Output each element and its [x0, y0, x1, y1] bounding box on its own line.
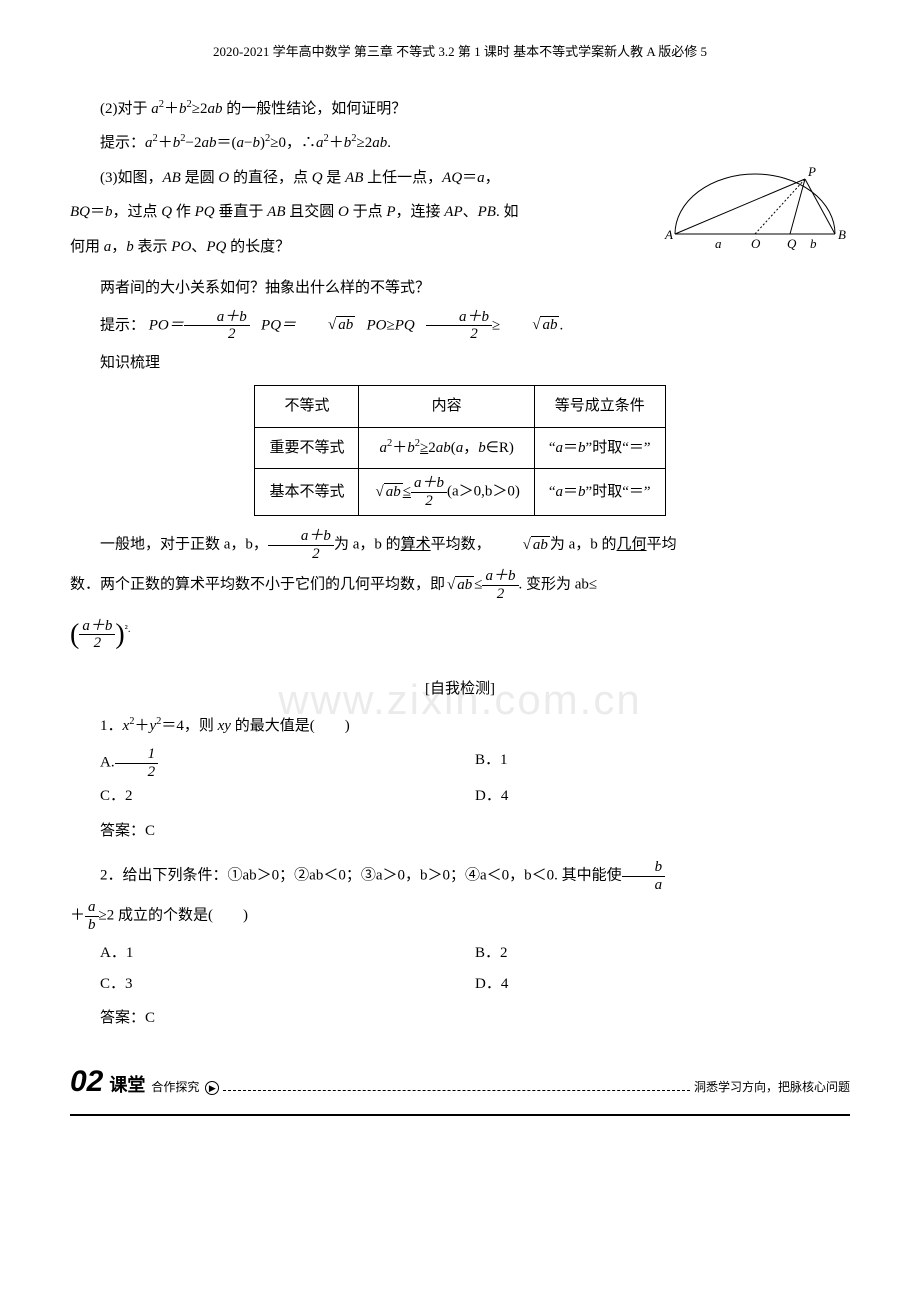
q3-hint: 提示： PO＝a＋b2 PQ＝ab PO≥PQ a＋b2≥ab.	[70, 309, 850, 343]
diagram-label-b: b	[810, 236, 817, 251]
selfcheck-title: [自我检测]	[70, 675, 850, 704]
table-cell: “a＝b”时取“＝”	[534, 427, 665, 469]
q1-options-row1: A.12 B．1	[70, 746, 850, 780]
semicircle-diagram: P A B O Q a b	[660, 164, 850, 265]
page-header: 2020-2021 学年高中数学 第三章 不等式 3.2 第 1 课时 基本不等…	[70, 40, 850, 65]
footer-number: 02	[70, 1053, 103, 1110]
table-cell: ab≤a＋b2(a＞0,b＞0)	[359, 469, 534, 516]
diagram-label-o: O	[751, 236, 761, 251]
diagram-label-a: a	[715, 236, 722, 251]
table-cell: a2＋b2≥2ab(a，b∈R)	[359, 427, 534, 469]
knowledge-table: 不等式 内容 等号成立条件 重要不等式 a2＋b2≥2ab(a，b∈R) “a＝…	[254, 385, 665, 516]
knowledge-heading: 知识梳理	[70, 349, 850, 378]
summary-p2: 数．两个正数的算术平均数不小于它们的几何平均数，即ab≤a＋b2. 变形为 ab…	[70, 568, 850, 602]
table-header: 等号成立条件	[534, 386, 665, 428]
q1-stem: 1．x2＋y2＝4，则 xy 的最大值是( )	[70, 712, 850, 741]
footer-bar: 02 课堂 合作探究 ▶ 洞悉学习方向，把脉核心问题	[70, 1053, 850, 1116]
diagram-label-a-pt: A	[664, 227, 673, 242]
diagram-label-p: P	[807, 164, 816, 179]
footer-tag: 洞悉学习方向，把脉核心问题	[694, 1076, 850, 1099]
footer-label: 课堂	[109, 1068, 145, 1102]
table-header: 内容	[359, 386, 534, 428]
table-cell: “a＝b”时取“＝”	[534, 469, 665, 516]
q2-stem: 2．给出下列条件：①ab＞0；②ab＜0；③a＞0，b＞0；④a＜0，b＜0. …	[70, 859, 850, 893]
q2-prompt: (2)对于 a2＋b2≥2ab 的一般性结论，如何证明？	[70, 95, 850, 124]
q2-options-row2: C．3 D．4	[70, 970, 850, 999]
diagram-label-q: Q	[787, 236, 797, 251]
footer-dash-line	[223, 1090, 690, 1091]
q3-ask: 两者间的大小关系如何？抽象出什么样的不等式？	[70, 274, 850, 303]
q1-answer: 答案：C	[70, 817, 850, 846]
q1-options-row2: C．2 D．4	[70, 782, 850, 811]
footer-sub: 合作探究	[151, 1076, 199, 1099]
table-cell: 基本不等式	[255, 469, 359, 516]
q2-answer: 答案：C	[70, 1004, 850, 1033]
table-header: 不等式	[255, 386, 359, 428]
q2-options-row1: A．1 B．2	[70, 939, 850, 968]
diagram-label-b-pt: B	[838, 227, 846, 242]
q2-hint: 提示：a2＋b2−2ab＝(a−b)2≥0，∴a2＋b2≥2ab.	[70, 129, 850, 158]
arrow-icon: ▶	[205, 1081, 219, 1095]
table-cell: 重要不等式	[255, 427, 359, 469]
summary-p3: (a＋b2)².	[70, 608, 850, 661]
summary-p1: 一般地，对于正数 a，b，a＋b2为 a，b 的算术平均数，ab为 a，b 的几…	[70, 528, 850, 562]
q2-stem-cont: ＋ab≥2 成立的个数是( )	[70, 899, 850, 933]
